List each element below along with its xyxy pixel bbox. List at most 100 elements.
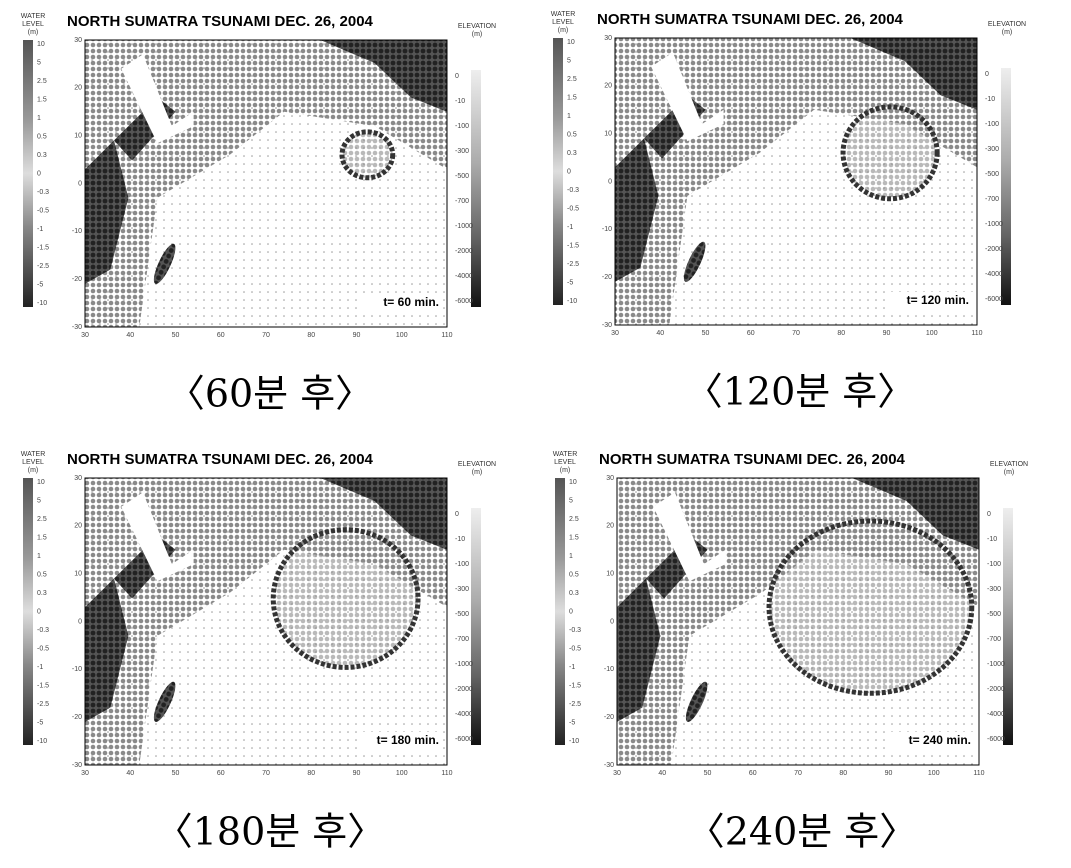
water-tick: -5: [567, 279, 573, 286]
wave-front: [342, 132, 393, 178]
elevation-tick: -300: [987, 586, 1001, 593]
x-tick: 90: [885, 770, 893, 777]
water-tick: 0: [569, 608, 573, 615]
water-colorbar: [553, 38, 563, 305]
water-tick: 0.3: [569, 590, 579, 597]
y-tick: 0: [78, 618, 82, 625]
water-tick: 0: [37, 170, 41, 177]
y-tick: 0: [78, 180, 82, 187]
caption: 〈120분 후〉: [685, 370, 916, 414]
water-colorbar: [23, 40, 33, 307]
panel: NORTH SUMATRA TSUNAMI DEC. 26, 2004WATER…: [21, 451, 496, 854]
map: [85, 40, 447, 327]
x-tick: 30: [81, 770, 89, 777]
x-tick: 70: [262, 332, 270, 339]
water-level-label: WATER: [21, 451, 46, 458]
x-tick: 50: [704, 770, 712, 777]
elevation-tick: -4000: [455, 273, 473, 280]
elevation-tick: -300: [985, 146, 999, 153]
x-tick: 80: [839, 770, 847, 777]
water-level-label: WATER: [21, 13, 46, 20]
water-tick: 10: [567, 39, 575, 46]
x-tick: 110: [441, 332, 452, 339]
water-tick: -5: [569, 719, 575, 726]
water-tick: 1.5: [567, 94, 577, 101]
elevation-tick: -500: [455, 611, 469, 618]
elevation-tick: -500: [985, 171, 999, 178]
panel-title: NORTH SUMATRA TSUNAMI DEC. 26, 2004: [67, 13, 374, 30]
water-tick: -0.3: [569, 627, 581, 634]
water-tick: -2.5: [37, 701, 49, 708]
y-tick: 30: [606, 475, 614, 482]
caption: 〈60분 후〉: [167, 372, 373, 416]
water-tick: -0.5: [569, 645, 581, 652]
elevation-tick: -6000: [455, 298, 473, 305]
elevation-tick: -2000: [985, 246, 1003, 253]
elevation-tick: -300: [455, 586, 469, 593]
y-tick: 30: [604, 35, 612, 42]
water-tick: -10: [37, 300, 47, 307]
elevation-tick: -2000: [455, 248, 473, 255]
elevation-tick: -100: [455, 561, 469, 568]
x-tick: 110: [441, 770, 452, 777]
map: [617, 478, 979, 765]
elevation-tick: -500: [455, 173, 469, 180]
elevation-label: (m): [472, 469, 483, 476]
water-tick: 5: [569, 497, 573, 504]
time-label: t= 180 min.: [377, 733, 439, 747]
elevation-tick: -700: [455, 198, 469, 205]
water-tick: -10: [37, 738, 47, 745]
water-tick: 1: [567, 113, 571, 120]
water-tick: 0.3: [567, 150, 577, 157]
x-tick: 30: [81, 332, 89, 339]
x-tick: 60: [217, 332, 225, 339]
elevation-tick: -100: [985, 121, 999, 128]
y-tick: -10: [72, 228, 82, 235]
x-tick: 80: [307, 770, 315, 777]
x-tick: 100: [928, 770, 940, 777]
water-tick: 0: [37, 608, 41, 615]
y-tick: -30: [72, 762, 82, 769]
water-tick: 0: [567, 168, 571, 175]
elevation-tick: -4000: [987, 711, 1005, 718]
elevation-label: ELEVATION: [458, 461, 496, 468]
y-tick: -20: [602, 274, 612, 281]
x-tick: 50: [172, 770, 180, 777]
x-tick: 50: [172, 332, 180, 339]
panel: NORTH SUMATRA TSUNAMI DEC. 26, 2004WATER…: [553, 451, 1028, 854]
map: [615, 38, 977, 325]
y-tick: -30: [604, 762, 614, 769]
y-tick: 30: [74, 37, 82, 44]
caption: 〈180분 후〉: [155, 810, 386, 854]
water-tick: -0.5: [37, 207, 49, 214]
elevation-tick: -2000: [987, 686, 1005, 693]
elevation-tick: 0: [987, 511, 991, 518]
water-tick: -2.5: [569, 701, 581, 708]
elevation-label: ELEVATION: [990, 461, 1028, 468]
water-tick: 10: [569, 479, 577, 486]
water-tick: -1: [569, 664, 575, 671]
water-tick: 0.5: [37, 133, 47, 140]
water-colorbar: [23, 478, 33, 745]
wave-front: [843, 107, 937, 199]
x-tick: 60: [217, 770, 225, 777]
elevation-tick: -700: [987, 636, 1001, 643]
elevation-tick: -500: [987, 611, 1001, 618]
elevation-tick: 0: [455, 73, 459, 80]
x-tick: 30: [611, 330, 619, 337]
elevation-label: ELEVATION: [988, 21, 1026, 28]
water-tick: 0.5: [37, 571, 47, 578]
elevation-colorbar: [1001, 68, 1011, 305]
x-tick: 80: [837, 330, 845, 337]
panel: NORTH SUMATRA TSUNAMI DEC. 26, 2004 WATER…: [21, 13, 496, 416]
water-level-label: LEVEL: [552, 19, 574, 26]
water-tick: 1.5: [37, 534, 47, 541]
elevation-tick: -6000: [985, 296, 1003, 303]
y-tick: 10: [74, 133, 82, 140]
elevation-tick: -10: [985, 96, 995, 103]
x-tick: 40: [658, 770, 666, 777]
y-tick: 30: [74, 475, 82, 482]
elevation-tick: -700: [455, 636, 469, 643]
x-tick: 110: [973, 770, 984, 777]
y-tick: -30: [602, 322, 612, 329]
